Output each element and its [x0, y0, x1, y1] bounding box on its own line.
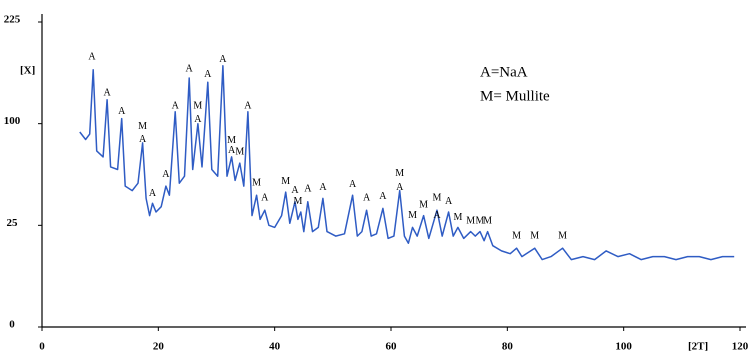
legend-text: M= Mullite: [480, 88, 550, 104]
x-axis-label: [2T]: [688, 341, 708, 353]
peak-label: A: [363, 193, 371, 204]
peak-label: M: [512, 230, 521, 241]
peak-label: M: [432, 193, 441, 204]
peak-label: A: [88, 52, 96, 63]
y-tick-label: 225: [4, 14, 21, 26]
peak-label: A: [219, 54, 227, 65]
peak-label: M: [476, 216, 485, 227]
peak-label: A: [149, 188, 157, 199]
peak-label: A: [349, 179, 357, 190]
peak-label: M: [466, 216, 475, 227]
peak-label: M: [558, 230, 567, 241]
x-tick-label: 120: [732, 341, 749, 353]
peak-label: A: [433, 210, 441, 221]
peak-label: M: [235, 146, 244, 157]
peak-label: M: [293, 196, 302, 207]
peak-label: A: [445, 196, 453, 207]
peak-label: M: [419, 199, 428, 210]
peak-label: M: [138, 121, 147, 132]
peak-label: M: [395, 168, 404, 179]
peak-label: M: [281, 176, 290, 187]
peak-label: M: [453, 212, 462, 223]
peak-label: A: [186, 63, 194, 74]
peak-label: A: [104, 88, 112, 99]
peak-label: A: [139, 134, 147, 145]
peak-label: A: [118, 106, 126, 117]
peak-label: A: [162, 169, 170, 180]
legend-text: A=NaA: [480, 64, 528, 80]
y-axis-label: [X]: [20, 65, 35, 77]
peak-label: A: [244, 100, 252, 111]
peak-label: A: [379, 191, 387, 202]
y-tick-label: 25: [7, 217, 19, 229]
peak-label: A: [194, 114, 202, 125]
peak-label: M: [483, 216, 492, 227]
y-tick-label: 100: [4, 115, 21, 127]
x-tick-label: 80: [502, 341, 514, 353]
x-tick-label: 100: [615, 341, 632, 353]
peak-label: A: [261, 193, 269, 204]
peak-label: A: [291, 185, 299, 196]
y-tick-label: 0: [9, 319, 15, 331]
peak-label: A: [304, 183, 312, 194]
peak-label: A: [319, 182, 327, 193]
pattern-line: [79, 65, 735, 261]
peak-label: M: [252, 178, 261, 189]
peak-label: A: [172, 100, 180, 111]
peak-label: M: [193, 100, 202, 111]
x-tick-label: 0: [39, 341, 45, 353]
peak-label: A: [228, 145, 236, 156]
peak-label: M: [530, 230, 539, 241]
peak-label: A: [204, 69, 212, 80]
peak-label: M: [408, 210, 417, 221]
x-tick-label: 20: [153, 341, 165, 353]
x-tick-label: 60: [386, 341, 398, 353]
peak-label: A: [396, 182, 404, 193]
peak-label: M: [227, 135, 236, 146]
x-tick-label: 40: [269, 341, 281, 353]
